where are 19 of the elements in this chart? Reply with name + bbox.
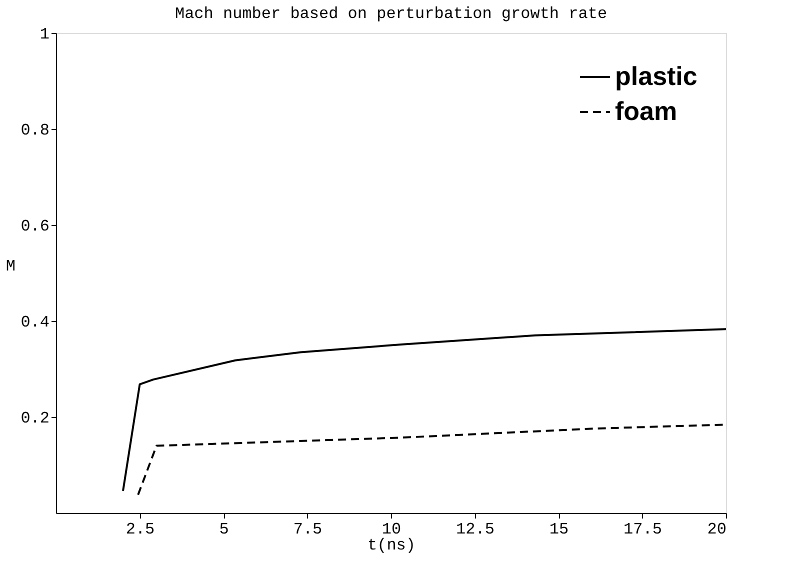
- x-tick-label: 12.5: [456, 520, 494, 538]
- x-tick-label: 2.5: [126, 520, 155, 538]
- x-tick-label: 15: [549, 520, 569, 538]
- x-axis-title: t(ns): [367, 536, 416, 554]
- y-tick-label: 0.8: [20, 122, 50, 140]
- x-tick-label: 7.5: [293, 520, 322, 538]
- x-tick-label: 17.5: [624, 520, 662, 538]
- y-tick-label: 0.6: [20, 218, 50, 236]
- chart-title: Mach number based on perturbation growth rate: [174, 5, 608, 23]
- y-tick-label: 0.4: [20, 314, 50, 332]
- x-tick-label: 20: [707, 520, 726, 538]
- line-series: [122, 328, 727, 492]
- y-axis-title: M: [6, 258, 16, 276]
- x-tick-label: 10: [382, 520, 402, 538]
- y-tick-label: 1: [40, 26, 50, 44]
- legend-label: foam: [615, 96, 678, 126]
- x-tick-label: 5: [219, 520, 229, 538]
- legend-label: plastic: [615, 61, 698, 91]
- y-tick-label: 0.2: [20, 410, 50, 428]
